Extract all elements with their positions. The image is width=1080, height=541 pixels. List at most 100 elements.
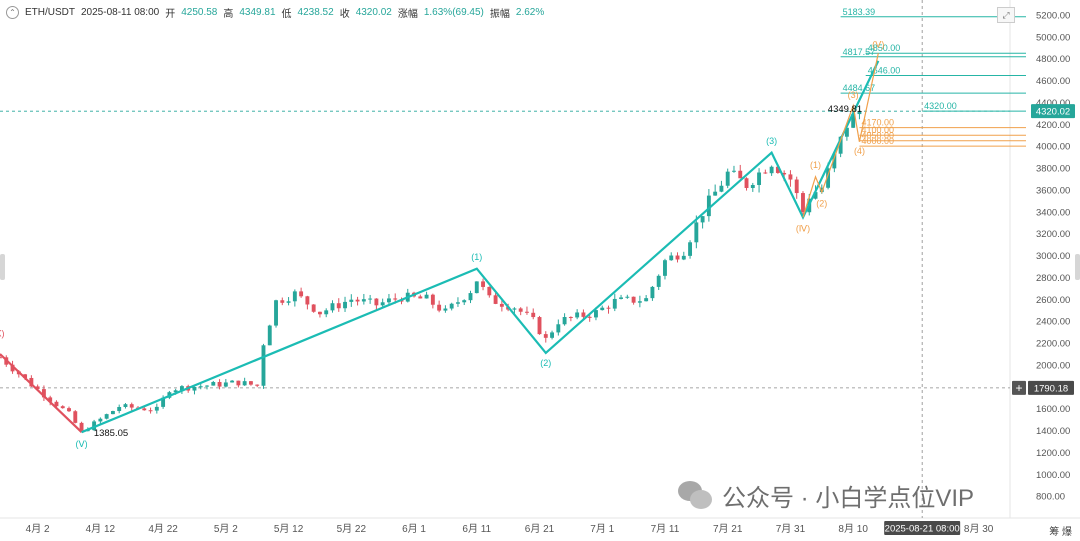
candle-body bbox=[161, 397, 166, 407]
candle-body bbox=[35, 386, 40, 390]
symbol[interactable]: ETH/USDT bbox=[25, 7, 75, 18]
candle-body bbox=[631, 296, 636, 303]
candle-body bbox=[437, 304, 442, 311]
price-level-label: 4320.00 bbox=[924, 101, 957, 111]
candle-body bbox=[794, 179, 799, 194]
expand-icon[interactable]: ⤢ bbox=[997, 7, 1015, 23]
candle-body bbox=[688, 242, 693, 256]
wave-label: (3) bbox=[766, 136, 777, 146]
candle-body bbox=[380, 302, 385, 306]
y-tick-label: 4600.00 bbox=[1036, 76, 1070, 87]
price-level-label: 4100.00 bbox=[861, 125, 894, 135]
candle-body bbox=[669, 255, 674, 261]
wave-label: (1) bbox=[810, 160, 821, 170]
x-tick-label: 7月 31 bbox=[776, 523, 806, 535]
candle-body bbox=[675, 255, 680, 260]
y-tick-label: 3400.00 bbox=[1036, 207, 1070, 218]
crosshair-date-box bbox=[884, 521, 961, 535]
candle-body bbox=[311, 304, 316, 312]
candle-body bbox=[694, 222, 699, 243]
candle-body bbox=[838, 136, 843, 154]
candle-body bbox=[681, 255, 686, 260]
wave-line-teal bbox=[81, 60, 880, 434]
price-level-label: 4484.67 bbox=[843, 83, 876, 93]
datetime: 2025-08-11 08:00 bbox=[81, 7, 160, 18]
price-level-label: 4000.00 bbox=[861, 136, 894, 146]
candle-body bbox=[556, 324, 561, 333]
high-value: 4349.81 bbox=[239, 7, 276, 18]
low-value: 4238.52 bbox=[297, 7, 334, 18]
price-level-label: 4850.00 bbox=[868, 43, 901, 53]
candle-body bbox=[280, 300, 285, 303]
candle-body bbox=[73, 411, 78, 423]
x-tick-label: 6月 1 bbox=[402, 523, 426, 535]
candle-body bbox=[801, 193, 805, 213]
candle-body bbox=[537, 317, 542, 335]
left-panel-handle[interactable] bbox=[0, 254, 5, 280]
candle-body bbox=[782, 172, 787, 175]
candle-body bbox=[230, 380, 235, 383]
candle-body bbox=[148, 410, 153, 412]
x-tick-label: 5月 12 bbox=[274, 523, 304, 535]
candle-body bbox=[619, 297, 624, 299]
candle-body bbox=[468, 293, 473, 301]
candle-body bbox=[67, 408, 71, 412]
candle-body bbox=[725, 171, 730, 186]
candle-body bbox=[738, 170, 743, 179]
candle-body bbox=[242, 381, 247, 386]
candle-body bbox=[430, 294, 435, 305]
y-tick-label: 4400.00 bbox=[1036, 98, 1070, 109]
candle-body bbox=[330, 303, 335, 311]
collapse-chevron-icon[interactable]: ⌃ bbox=[6, 6, 19, 19]
open-label: 开 bbox=[165, 9, 176, 20]
y-tick-label: 3200.00 bbox=[1036, 229, 1070, 240]
candle-body bbox=[525, 311, 529, 313]
candle-body bbox=[299, 291, 304, 297]
y-tick-label: 2000.00 bbox=[1036, 360, 1070, 371]
candle-body bbox=[261, 345, 266, 386]
candle-body bbox=[744, 178, 749, 189]
x-tick-label: 6月 11 bbox=[462, 523, 491, 535]
candle-body bbox=[499, 303, 504, 307]
candle-body bbox=[211, 382, 216, 386]
crosshair-plus-icon bbox=[1012, 380, 1026, 395]
footer-tool-icons[interactable]: 筹 爆 bbox=[1049, 527, 1072, 538]
change-value: 1.63%(69.45) bbox=[423, 7, 484, 18]
amplitude-label: 振幅 bbox=[489, 9, 510, 20]
candle-body bbox=[117, 406, 122, 412]
price-level-label: 4646.00 bbox=[868, 66, 901, 76]
candle-body bbox=[10, 364, 15, 372]
candle-body bbox=[819, 187, 824, 193]
y-tick-label: 5200.00 bbox=[1036, 10, 1070, 21]
price-level-label: 4817.57 bbox=[843, 47, 876, 57]
change-label: 涨幅 bbox=[397, 9, 418, 20]
candle-body bbox=[236, 380, 241, 386]
wave-label: (2) bbox=[816, 198, 827, 208]
candle-body bbox=[223, 382, 228, 387]
candle-body bbox=[763, 172, 768, 174]
candle-body bbox=[474, 281, 479, 294]
ohlc-info-bar: ⌃ ETH/USDT 2025-08-11 08:00 开 4250.58 高 43… bbox=[6, 5, 544, 20]
candle-body bbox=[154, 406, 159, 411]
y-tick-label: 2600.00 bbox=[1036, 295, 1070, 306]
x-tick-label: 7月 11 bbox=[651, 523, 680, 535]
candle-body bbox=[104, 414, 109, 419]
candle-body bbox=[173, 390, 178, 393]
candle-body bbox=[286, 301, 291, 303]
y-tick-label: 800.00 bbox=[1036, 492, 1065, 503]
y-tick-label: 3600.00 bbox=[1036, 185, 1070, 196]
candle-body bbox=[255, 384, 260, 386]
candle-body bbox=[449, 303, 454, 309]
crosshair-price-box bbox=[1028, 380, 1074, 395]
candle-body bbox=[518, 308, 523, 312]
y-tick-label: 3800.00 bbox=[1036, 164, 1070, 175]
candle-body bbox=[305, 296, 310, 305]
right-panel-handle[interactable] bbox=[1075, 254, 1080, 280]
candle-body bbox=[562, 317, 567, 325]
candle-body bbox=[581, 312, 586, 317]
candle-body bbox=[92, 421, 97, 431]
candle-body bbox=[813, 192, 818, 199]
x-tick-label: 4月 2 bbox=[26, 523, 50, 535]
candle-body bbox=[29, 377, 34, 387]
